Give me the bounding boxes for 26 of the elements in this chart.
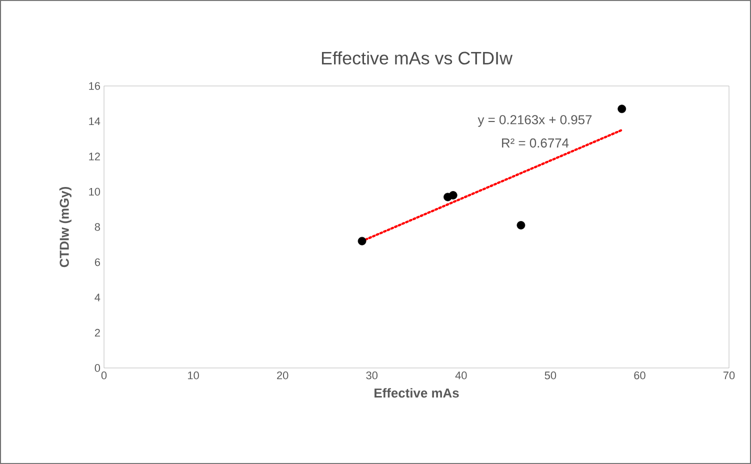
x-tick-label: 60: [634, 372, 646, 380]
point: [358, 236, 366, 246]
annotation: R² = 0.6774: [502, 138, 569, 148]
x-tick-label: 0: [101, 372, 107, 380]
x-tick-label: 20: [277, 372, 288, 380]
chart-title: Effective mAs vs CTDIw: [322, 51, 513, 64]
y-tick-label: 12: [89, 152, 100, 160]
x-axis-title: Effective mAs: [374, 388, 459, 398]
point: [516, 221, 526, 230]
point: [618, 104, 626, 114]
x-tick-label: 70: [723, 372, 735, 380]
x-tick-label: 30: [366, 372, 378, 380]
y-tick-label: 8: [94, 223, 100, 231]
y-axis-title: CTDIw (mGy): [59, 186, 72, 268]
y-tick-label: 4: [94, 294, 100, 302]
annotation: y = 0.2163x + 0.957: [478, 115, 592, 127]
x-tick-label: 40: [455, 372, 467, 380]
y-tick-label: 14: [89, 117, 100, 126]
y-tick-label: 6: [94, 258, 100, 266]
point: [448, 191, 458, 200]
y-tick-label: 16: [89, 82, 100, 90]
y-tick-label: 2: [94, 328, 100, 337]
y-tick-label: 0: [94, 364, 100, 372]
x-tick-label: 50: [544, 372, 556, 380]
y-tick-label: 10: [89, 188, 100, 196]
x-tick-label: 10: [188, 372, 199, 380]
